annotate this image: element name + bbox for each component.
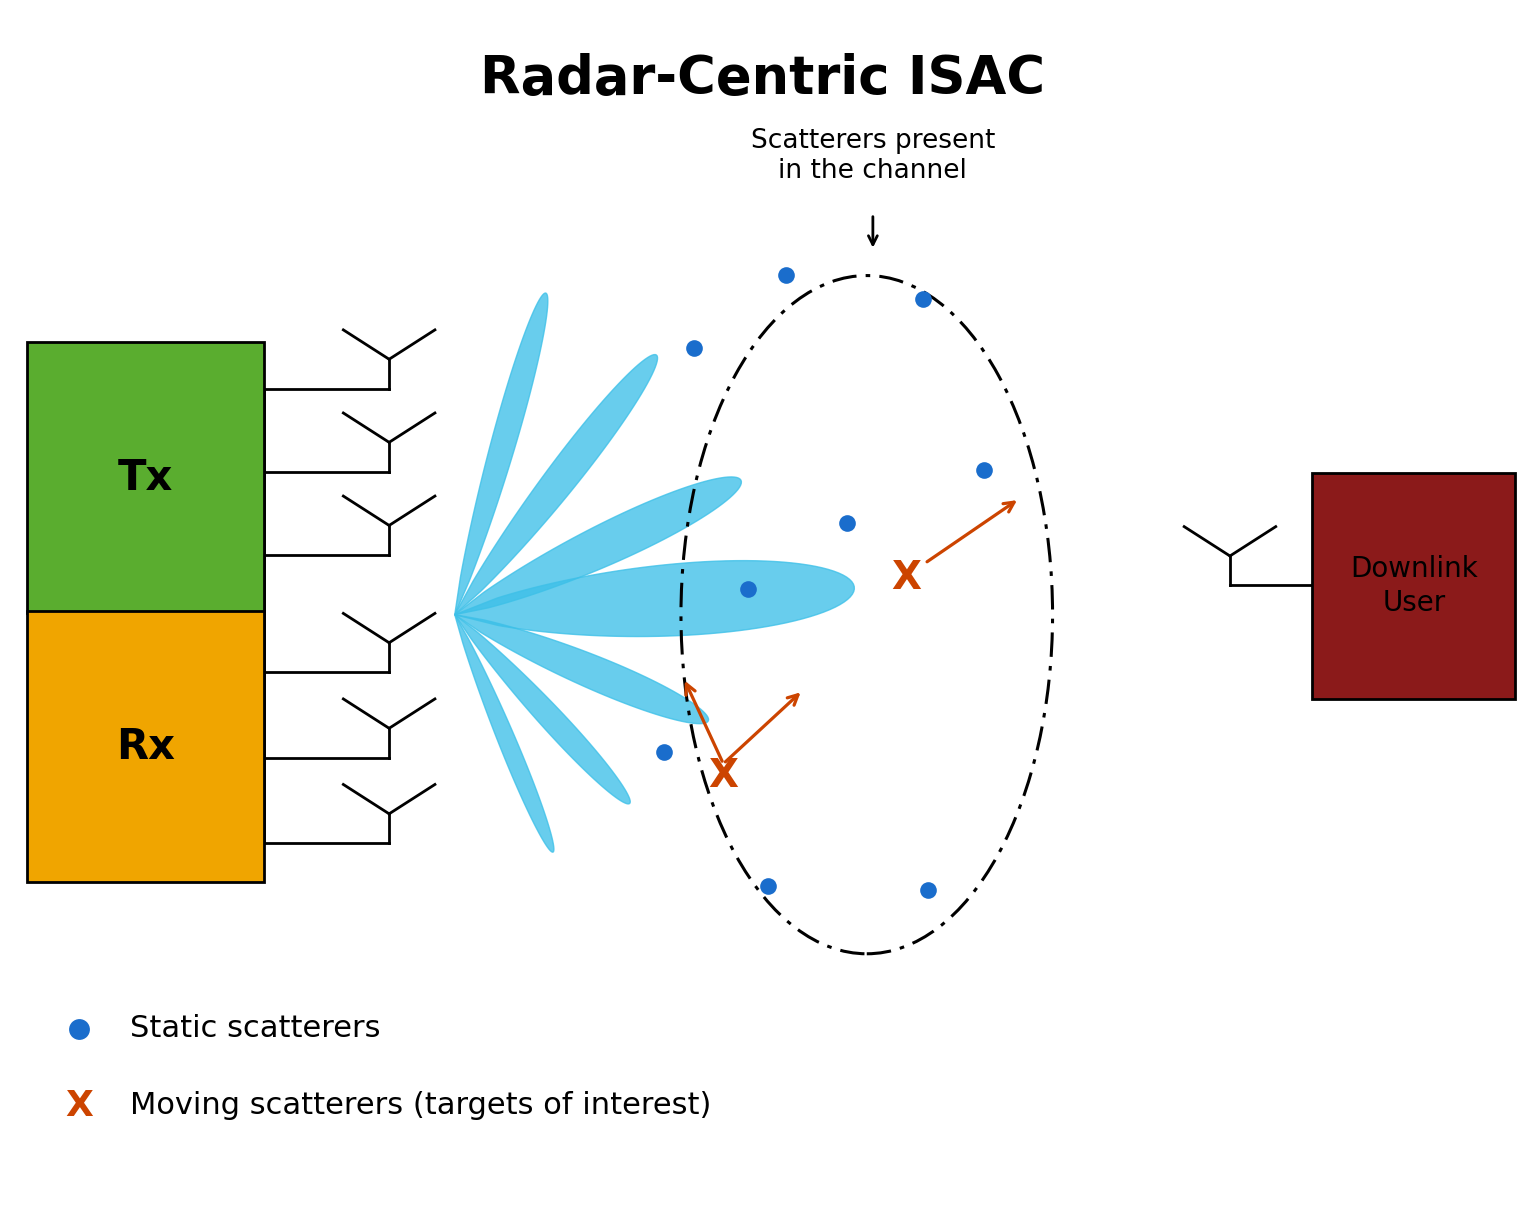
- Text: Scatterers present
in the channel: Scatterers present in the channel: [751, 128, 995, 185]
- Polygon shape: [455, 615, 630, 804]
- Polygon shape: [455, 354, 658, 615]
- Polygon shape: [455, 293, 548, 615]
- Text: Tx: Tx: [118, 457, 174, 499]
- Text: X: X: [708, 756, 739, 796]
- Text: Radar-Centric ISAC: Radar-Centric ISAC: [481, 53, 1045, 105]
- FancyBboxPatch shape: [27, 342, 264, 613]
- Text: Static scatterers: Static scatterers: [130, 1014, 380, 1044]
- FancyBboxPatch shape: [1312, 473, 1515, 699]
- Polygon shape: [455, 615, 554, 852]
- Text: X: X: [891, 558, 922, 598]
- Text: X: X: [66, 1089, 93, 1123]
- Polygon shape: [455, 561, 855, 637]
- Text: Downlink
User: Downlink User: [1351, 555, 1477, 617]
- Polygon shape: [455, 615, 708, 723]
- Text: Moving scatterers (targets of interest): Moving scatterers (targets of interest): [130, 1091, 711, 1121]
- FancyBboxPatch shape: [27, 611, 264, 882]
- Text: Rx: Rx: [116, 726, 175, 767]
- Polygon shape: [455, 477, 742, 615]
